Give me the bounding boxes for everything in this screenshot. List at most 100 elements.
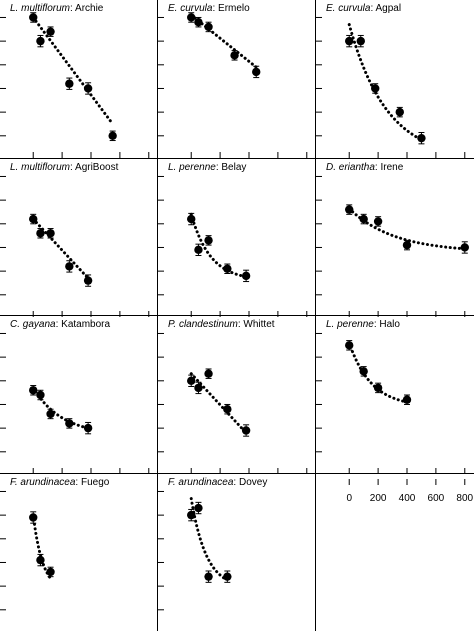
panel-title: L. multiflorum: AgriBoost: [10, 162, 119, 173]
panel-7: C. gayana: Katambora: [0, 319, 150, 474]
panel-title: F. arundinacea: Dovey: [168, 477, 267, 488]
data-point-1: [29, 386, 38, 395]
x-tick-label-2: 200: [370, 493, 387, 504]
panel-title: F. arundinacea: Fuego: [10, 477, 110, 488]
data-point-5: [83, 423, 93, 433]
species-name: L. multiflorum: [10, 3, 70, 14]
data-point-2: [194, 245, 203, 255]
cultivar-name: : Irene: [375, 162, 404, 173]
data-point-3: [204, 369, 213, 378]
cultivar-name: : Whittet: [238, 319, 275, 330]
species-name: P. clandestinum: [168, 319, 238, 330]
data-point-1: [345, 205, 354, 214]
trend-line: [31, 386, 90, 430]
species-name: C. gayana: [10, 319, 56, 330]
species-name: L. multiflorum: [10, 162, 70, 173]
data-point-3: [46, 229, 55, 238]
data-point-1: [29, 214, 38, 224]
data-point-5: [241, 271, 251, 281]
cultivar-name: : Belay: [216, 162, 247, 173]
data-point-3: [204, 22, 213, 32]
data-point-5: [241, 426, 251, 435]
data-point-3: [373, 383, 383, 393]
panel-title: L. perenne: Belay: [168, 162, 246, 173]
trend-line: [347, 207, 467, 251]
data-point-2: [36, 555, 45, 565]
data-point-2: [36, 390, 45, 400]
cultivar-name: : Fuego: [75, 477, 109, 488]
species-name: E. curvula: [326, 3, 371, 14]
data-point-1: [29, 513, 38, 522]
panel-2: E. curvula: Ermelo: [158, 3, 308, 158]
trend-line: [189, 372, 248, 435]
trend-line: [347, 23, 423, 142]
species-name: F. arundinacea: [168, 477, 234, 488]
x-tick-label-3: 400: [399, 493, 416, 504]
trend-line: [31, 15, 115, 126]
data-point-2: [36, 229, 45, 238]
data-point-4: [395, 107, 404, 117]
data-point-3: [46, 567, 55, 577]
data-point-2: [36, 36, 45, 46]
cultivar-name: : Agpal: [370, 3, 401, 14]
data-point-1: [187, 510, 196, 520]
trend-line: [347, 341, 409, 404]
panel-10: F. arundinacea: Fuego: [0, 477, 110, 611]
trend-line: [31, 217, 90, 280]
data-point-4: [65, 79, 74, 88]
data-point-4: [402, 240, 412, 250]
panel-3: E. curvula: Agpal: [316, 3, 466, 158]
cultivar-name: : Ermelo: [212, 3, 250, 14]
data-point-5: [252, 67, 261, 77]
cultivar-name: : Archie: [70, 3, 104, 14]
x-tick-label-1: 0: [346, 493, 352, 504]
panel-title: L. multiflorum: Archie: [10, 3, 104, 14]
panel-4: L. multiflorum: AgriBoost: [0, 162, 150, 317]
data-point-6: [108, 131, 117, 140]
x-tick-label-5: 800: [456, 493, 473, 504]
data-point-2: [194, 503, 203, 513]
data-point-2: [356, 36, 365, 46]
data-point-2: [194, 383, 203, 393]
cultivar-name: : AgriBoost: [70, 162, 119, 173]
data-point-4: [65, 262, 74, 271]
data-point-4: [223, 264, 232, 273]
data-point-1: [345, 36, 354, 46]
cultivar-name: : Katambora: [56, 319, 111, 330]
species-name: L. perenne: [326, 319, 374, 330]
data-point-3: [371, 84, 380, 93]
data-point-5: [460, 243, 469, 252]
panel-9: L. perenne: Halo: [316, 319, 466, 474]
data-point-1: [187, 13, 196, 22]
data-point-5: [83, 84, 93, 93]
panels: L. multiflorum: Archie E. curvula: Ermelo…: [0, 3, 469, 611]
trend-line: [189, 497, 229, 582]
panel-1: L. multiflorum: Archie: [0, 3, 150, 158]
panel-title: E. curvula: Ermelo: [168, 3, 250, 14]
panel-11: F. arundinacea: Dovey: [158, 477, 267, 611]
cultivar-name: : Halo: [374, 319, 401, 330]
data-point-3: [46, 27, 55, 36]
data-point-4: [223, 572, 232, 581]
data-point-4: [230, 51, 239, 60]
data-point-3: [373, 217, 383, 226]
species-name: E. curvula: [168, 3, 213, 14]
panel-title: D. eriantha: Irene: [326, 162, 404, 173]
data-point-1: [187, 214, 196, 224]
data-point-4: [65, 419, 74, 428]
panel-title: P. clandestinum: Whittet: [168, 319, 275, 330]
panel-title: L. perenne: Halo: [326, 319, 400, 330]
x-tick-label-4: 600: [428, 493, 445, 504]
panel-title: E. curvula: Agpal: [326, 3, 401, 14]
panel-title: C. gayana: Katambora: [10, 319, 111, 330]
panel-5: L. perenne: Belay: [158, 162, 308, 317]
data-point-2: [194, 18, 203, 27]
data-point-3: [204, 572, 213, 581]
data-point-2: [359, 367, 368, 376]
shared-x-axis: 0 200 400 600 800: [346, 479, 474, 504]
data-point-3: [46, 409, 55, 419]
cultivar-name: : Dovey: [233, 477, 267, 488]
data-point-1: [187, 376, 196, 385]
data-point-1: [29, 13, 38, 22]
